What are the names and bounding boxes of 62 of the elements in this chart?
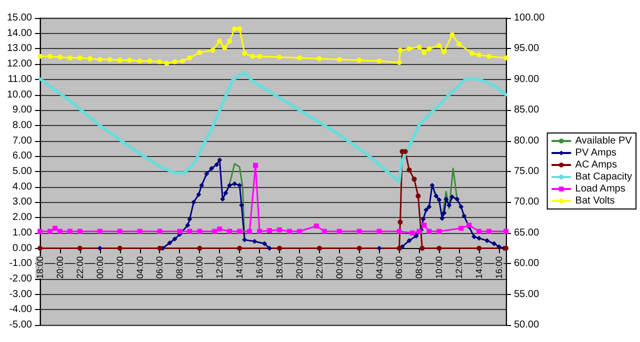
y2-tick-label: 65.00 (514, 227, 540, 238)
x-tick-label: 18:00 (274, 256, 284, 279)
y2-tick-label: 75.00 (514, 166, 540, 177)
x-tick-label: 00:00 (334, 256, 344, 279)
y-tick-label: -1.00 (9, 258, 32, 270)
x-tick-label: 02:00 (354, 256, 364, 279)
x-tick-label: 04:00 (374, 256, 384, 279)
y-tick-label: 8.00 (12, 120, 32, 131)
y2-tick-label: 55.00 (514, 288, 540, 300)
y-tick-label: -3.00 (9, 288, 32, 300)
y2-tick-label: 60.00 (514, 258, 540, 270)
legend-label: Bat Capacity (575, 172, 632, 182)
x-tick-label: 20:00 (294, 256, 304, 279)
x-tick-label: 22:00 (74, 256, 85, 279)
y2-tick-label: 85.00 (514, 104, 540, 116)
x-tick-label: 08:00 (174, 256, 185, 279)
y2-tick-label: 90.00 (514, 74, 540, 85)
y-tick-label: 4.00 (12, 181, 32, 192)
x-tick-label: 16:00 (494, 256, 504, 279)
y2-tick-label: 100.00 (514, 12, 546, 24)
x-tick-label: 00:00 (94, 256, 105, 279)
legend-label: Load Amps (575, 184, 626, 194)
x-tick-label: 10:00 (434, 256, 444, 279)
x-tick-label: 10:00 (194, 256, 205, 279)
x-tick-label: 04:00 (134, 256, 145, 279)
x-tick-label: 16:00 (254, 256, 265, 279)
x-tick-label: 08:00 (414, 256, 424, 279)
y-tick-label: 10.00 (6, 89, 32, 100)
y2-tick-label: 70.00 (514, 196, 540, 208)
y2-tick-label: 95.00 (514, 43, 540, 54)
y-tick-label: 13.00 (6, 43, 32, 54)
x-tick-label: 06:00 (154, 256, 165, 279)
y-tick-label: -2.00 (9, 273, 32, 284)
x-tick-label: 02:00 (114, 256, 125, 279)
y-tick-label: 14.00 (6, 28, 32, 39)
y-tick-label: 3.00 (12, 196, 32, 208)
y-tick-label: -5.00 (9, 320, 32, 330)
y-tick-label: 11.00 (8, 74, 32, 85)
y-tick-label: 5.00 (12, 166, 32, 177)
x-tick-label: 22:00 (314, 256, 324, 279)
x-tick-label: 20:00 (54, 256, 65, 279)
y-tick-label: 6.00 (12, 150, 32, 162)
x-tick-label: 18:00 (35, 256, 45, 279)
legend-label: Bat Volts (575, 196, 615, 206)
y-tick-label: 2.00 (12, 212, 32, 224)
x-tick-label: 12:00 (454, 256, 464, 279)
y-tick-label: 1.00 (12, 227, 32, 238)
y-tick-label: 15.00 (6, 12, 32, 24)
y-tick-label: 9.00 (12, 104, 32, 116)
legend-label: PV Amps (575, 148, 616, 158)
y-tick-label: 0.00 (12, 242, 32, 254)
y-tick-label: 12.00 (6, 58, 32, 70)
y2-tick-label: 50.00 (514, 320, 540, 330)
y-tick-label: 7.00 (12, 135, 32, 146)
legend-label: Available PV (575, 136, 632, 146)
y-tick-label: -4.00 (9, 304, 32, 316)
x-tick-label: 14:00 (234, 256, 245, 279)
x-tick-label: 06:00 (394, 256, 404, 279)
legend-label: AC Amps (575, 160, 617, 170)
y2-tick-label: 80.00 (514, 135, 540, 146)
x-tick-label: 14:00 (474, 256, 484, 279)
x-tick-label: 12:00 (214, 256, 225, 279)
